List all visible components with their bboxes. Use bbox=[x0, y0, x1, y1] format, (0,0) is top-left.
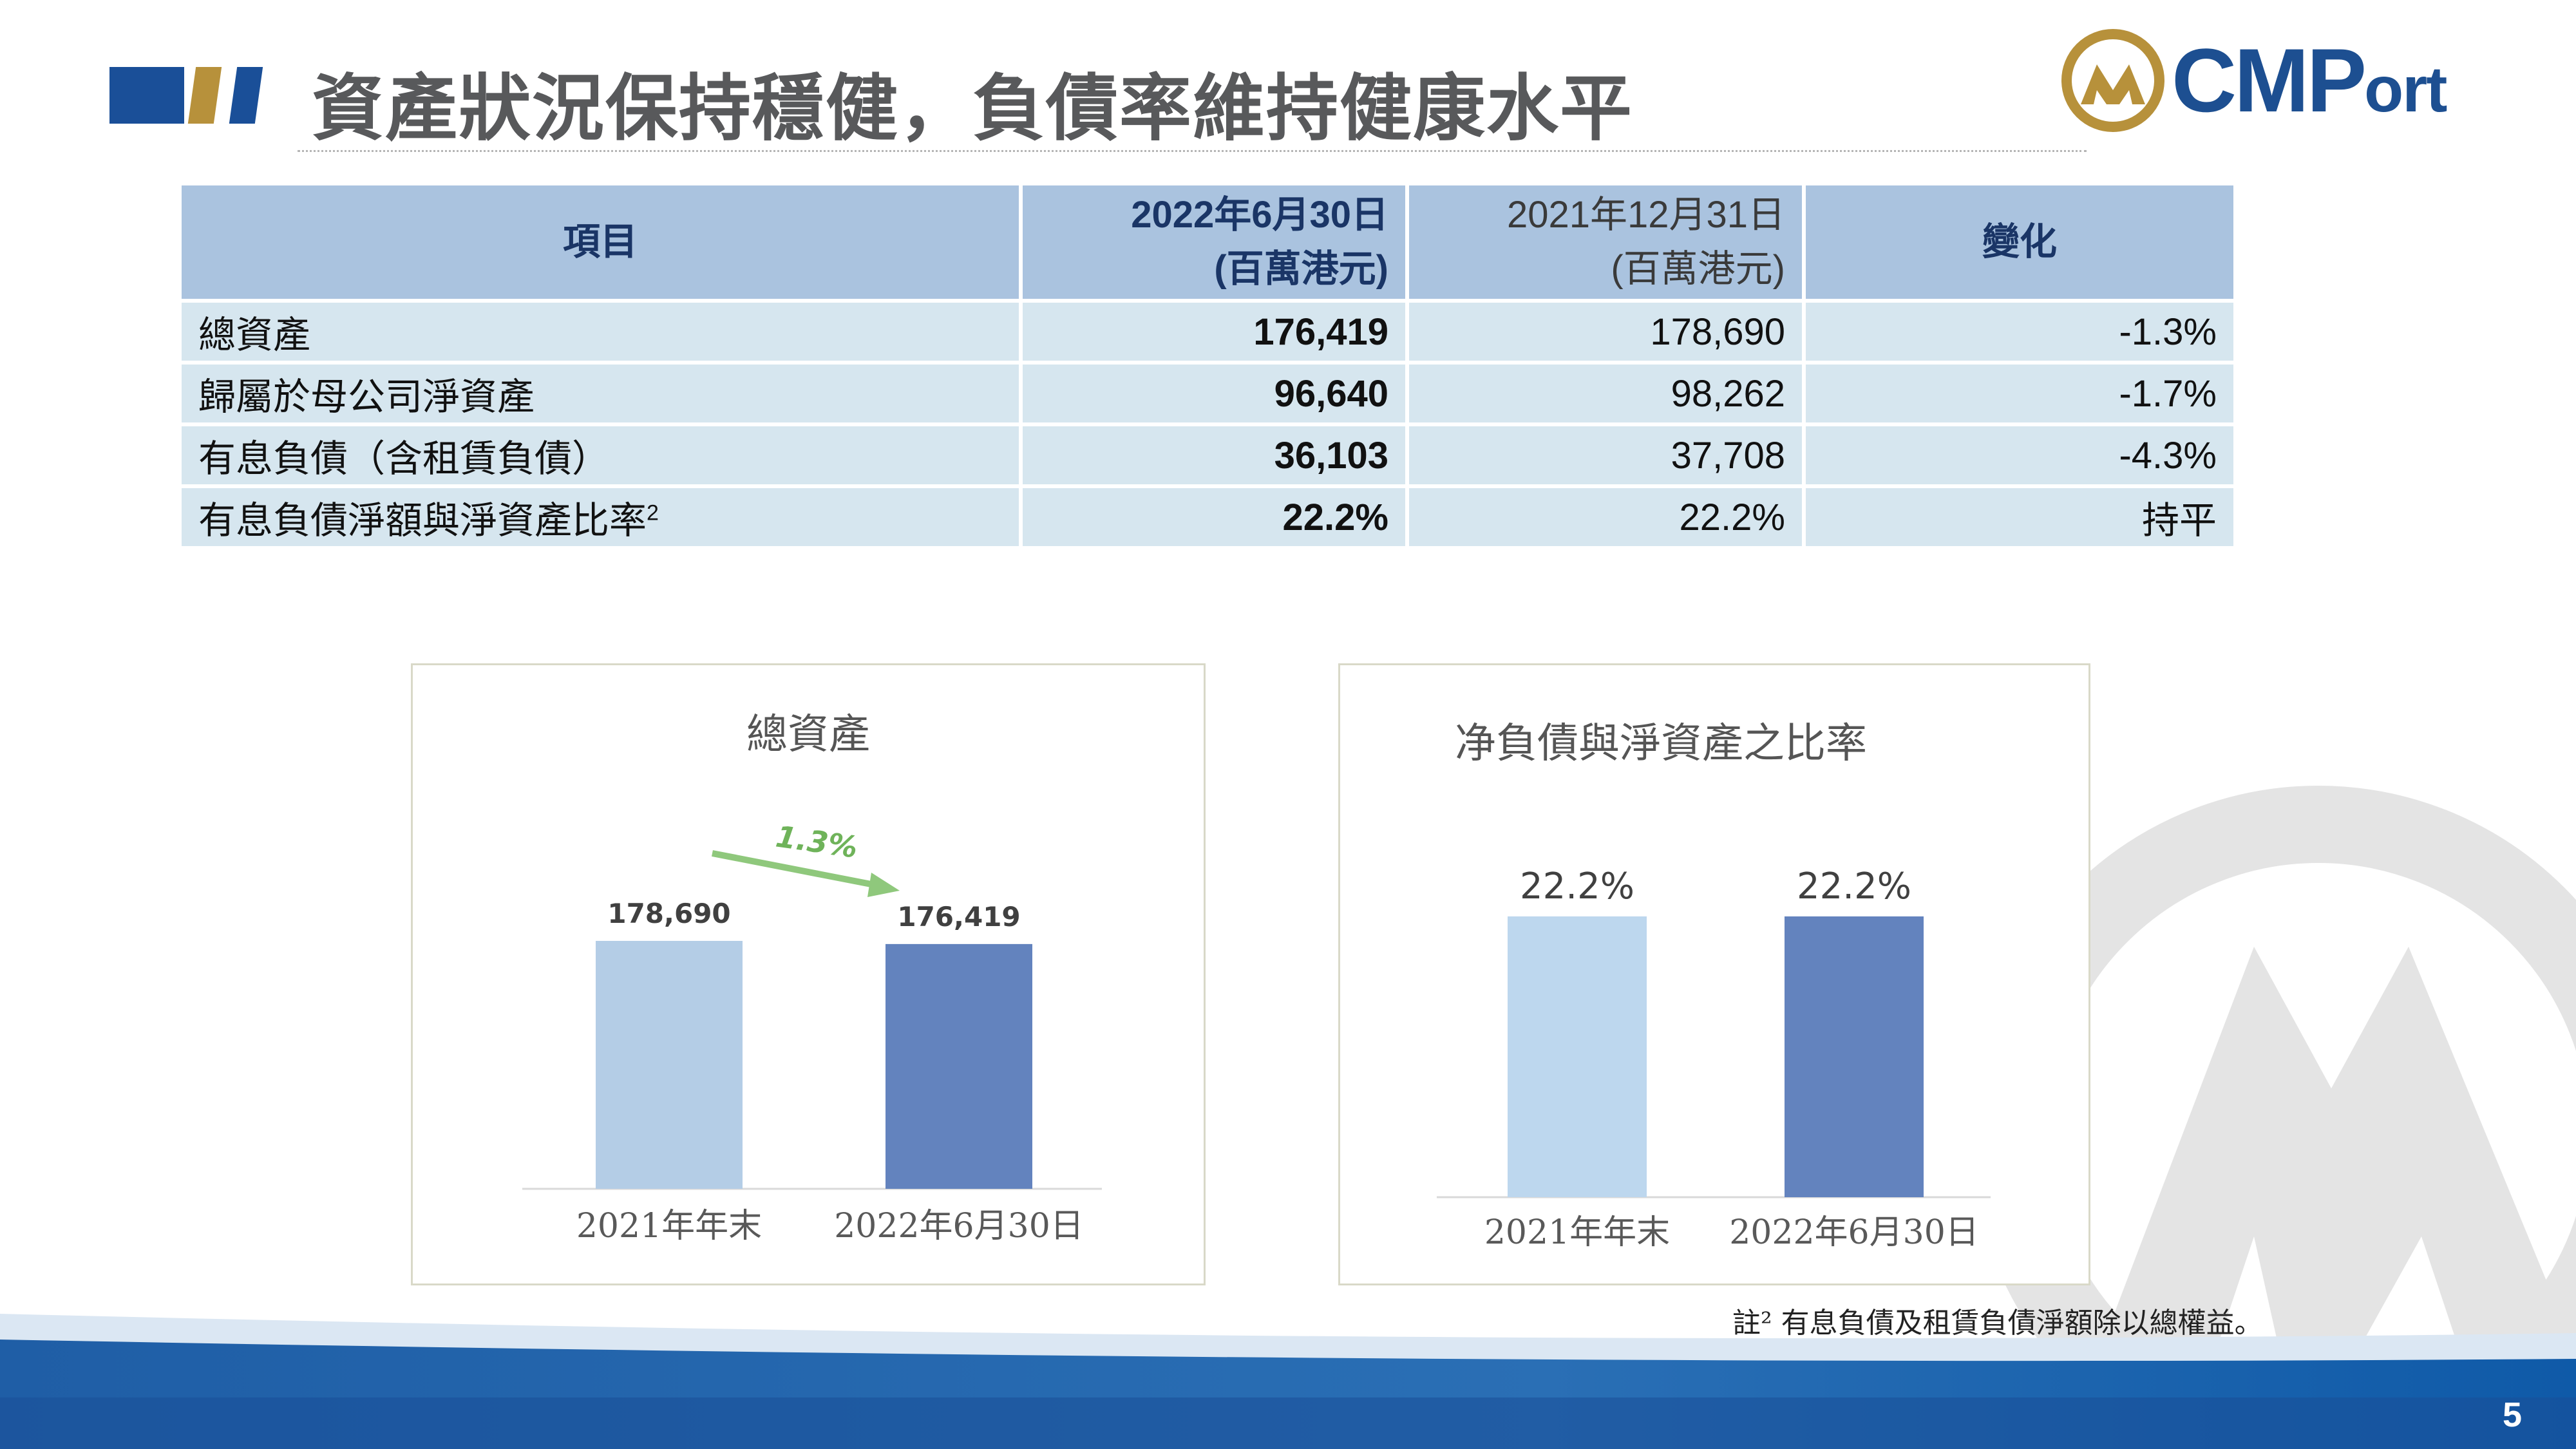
chart-title: 總資產 bbox=[746, 711, 870, 759]
logo-wordmark: CMPort bbox=[2172, 30, 2447, 131]
title-divider bbox=[298, 150, 2087, 152]
change-arrow-icon bbox=[712, 850, 878, 889]
logo-emblem-icon bbox=[2061, 29, 2164, 132]
data-label: 176,419 bbox=[897, 901, 1020, 933]
footnote: 註² 有息負債及租賃負債淨額除以總權益。 bbox=[1732, 1307, 2263, 1340]
financial-table: 項目 2022年6月30日 (百萬港元) 2021年12月31日 (百萬港元) 變化… bbox=[178, 182, 2237, 550]
row-2021-value: 98,262 bbox=[1409, 365, 1802, 422]
row-item: 有息負債（含租賃負債） bbox=[182, 426, 1019, 484]
row-change: -1.7% bbox=[1806, 365, 2233, 422]
row-2021-value: 37,708 bbox=[1409, 426, 1802, 484]
row-item: 歸屬於母公司淨資產 bbox=[182, 365, 1019, 422]
row-item: 有息負債淨額與淨資產比率2 bbox=[182, 488, 1019, 546]
category-label: 2021年年末 bbox=[576, 1207, 762, 1245]
company-logo: CMPort bbox=[2058, 26, 2522, 135]
category-label: 2022年6月30日 bbox=[1729, 1213, 1979, 1252]
data-label: 22.2% bbox=[1520, 866, 1634, 907]
change-annotation: 1.3% bbox=[773, 819, 860, 865]
page-number: 5 bbox=[2503, 1396, 2523, 1434]
data-label: 22.2% bbox=[1797, 866, 1911, 907]
chart-title: 净負債與淨資產之比率 bbox=[1455, 720, 1867, 768]
total-assets-chart-panel: 總資產 178,690 2021年年末 176,419 2022年6月30日 1.3% bbox=[411, 663, 1206, 1285]
bar bbox=[596, 941, 743, 1189]
row-2022-value: 22.2% bbox=[1023, 488, 1405, 546]
row-change: -4.3% bbox=[1806, 426, 2233, 484]
header-bar-gold bbox=[187, 67, 222, 124]
row-2022-value: 96,640 bbox=[1023, 365, 1405, 422]
header-2021: 2021年12月31日 (百萬港元) bbox=[1409, 185, 1802, 299]
net-debt-ratio-chart: 22.2% 2021年年末 22.2% 2022年6月30日 bbox=[1437, 866, 1991, 1252]
category-label: 2022年6月30日 bbox=[834, 1207, 1084, 1245]
header-bar-blue bbox=[109, 67, 184, 124]
row-item: 總資產 bbox=[182, 303, 1019, 361]
table-row: 有息負債淨額與淨資產比率2 22.2% 22.2% 持平 bbox=[182, 488, 2233, 546]
bar bbox=[1508, 916, 1647, 1197]
table-row: 有息負債（含租賃負債） 36,103 37,708 -4.3% bbox=[182, 426, 2233, 484]
footnote-marker: 2 bbox=[647, 500, 659, 526]
bar bbox=[886, 943, 1032, 1189]
row-2022-value: 36,103 bbox=[1023, 426, 1405, 484]
row-change: 持平 bbox=[1806, 488, 2233, 546]
row-2021-value: 178,690 bbox=[1409, 303, 1802, 361]
table-row: 歸屬於母公司淨資產 96,640 98,262 -1.7% bbox=[182, 365, 2233, 422]
row-2021-value: 22.2% bbox=[1409, 488, 1802, 546]
page-title: 資產狀況保持穩健，負債率維持健康水平 bbox=[312, 68, 1633, 149]
category-label: 2021年年末 bbox=[1484, 1213, 1670, 1252]
header-item: 項目 bbox=[182, 185, 1019, 299]
header-change: 變化 bbox=[1806, 185, 2233, 299]
arrow-head-icon bbox=[867, 873, 900, 897]
header-2022: 2022年6月30日 (百萬港元) bbox=[1023, 185, 1405, 299]
net-debt-ratio-chart-panel: 净負債與淨資產之比率 22.2% 2021年年末 22.2% 2022年6月30日 bbox=[1338, 663, 2090, 1285]
total-assets-chart: 178,690 2021年年末 176,419 2022年6月30日 1.3% bbox=[522, 819, 1102, 1245]
footer-wave-band bbox=[0, 1314, 2576, 1449]
header-bar-blue-2 bbox=[229, 67, 263, 124]
table-header-row: 項目 2022年6月30日 (百萬港元) 2021年12月31日 (百萬港元) 變化 bbox=[182, 185, 2233, 299]
row-change: -1.3% bbox=[1806, 303, 2233, 361]
data-label: 178,690 bbox=[607, 898, 730, 929]
row-2022-value: 176,419 bbox=[1023, 303, 1405, 361]
table-row: 總資產 176,419 178,690 -1.3% bbox=[182, 303, 2233, 361]
bar bbox=[1785, 916, 1924, 1197]
